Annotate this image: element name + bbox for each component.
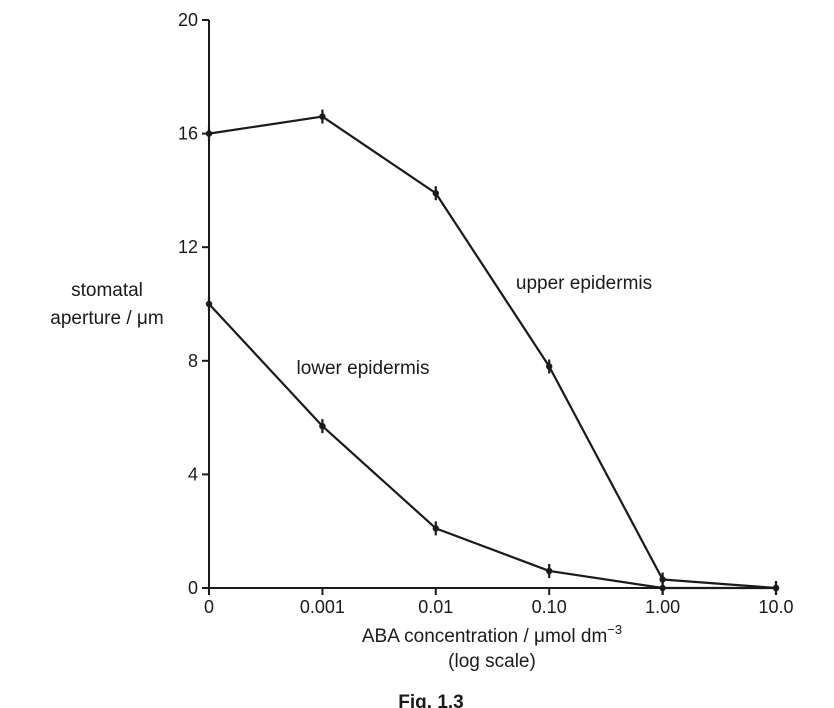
x-axis-label-main: ABA concentration / μmol dm xyxy=(362,626,607,647)
x-axis-label-superscript: −3 xyxy=(607,622,622,637)
x-axis-ticks: 0 0.001 0.01 0.10 1.00 10.0 xyxy=(204,588,794,617)
data-point-upper xyxy=(546,363,553,370)
y-tick-label: 12 xyxy=(178,237,198,257)
x-tick-label: 1.00 xyxy=(645,597,680,617)
y-tick-label: 4 xyxy=(188,464,198,484)
series-line-upper xyxy=(208,115,777,590)
y-axis-label-line1: stomatal xyxy=(71,280,143,301)
series-layer xyxy=(205,109,780,595)
x-axis-label-note: (log scale) xyxy=(448,651,536,672)
y-tick-label: 8 xyxy=(188,351,198,371)
y-tick-label: 0 xyxy=(188,578,198,598)
y-axis-ticks: 0 4 8 12 16 20 xyxy=(178,10,209,598)
x-tick-label: 0.10 xyxy=(532,597,567,617)
series-line-lower xyxy=(208,303,776,590)
data-point-lower xyxy=(432,525,439,532)
figure-caption: Fig. 1.3 xyxy=(398,692,463,708)
x-tick-label: 10.0 xyxy=(758,597,793,617)
series-label-upper: upper epidermis xyxy=(516,273,652,294)
x-tick-label: 0 xyxy=(204,597,214,617)
x-tick-label: 0.01 xyxy=(418,597,453,617)
x-axis-label: ABA concentration / μmol dm−3 xyxy=(362,622,622,647)
data-point-upper xyxy=(659,576,666,583)
data-point-lower xyxy=(546,567,553,575)
data-point-upper xyxy=(432,190,439,197)
y-tick-label: 16 xyxy=(178,124,198,144)
data-point-lower xyxy=(205,300,213,308)
series-label-lower: lower epidermis xyxy=(296,358,429,379)
x-tick-label: 0.001 xyxy=(300,597,345,617)
data-point-lower xyxy=(659,584,666,592)
data-point-lower xyxy=(319,422,326,430)
y-axis-label-line2: aperture / μm xyxy=(50,308,163,329)
data-point-upper xyxy=(319,113,326,120)
data-point-upper xyxy=(205,130,213,137)
data-point-lower xyxy=(772,584,780,592)
axes xyxy=(208,20,776,589)
y-tick-label: 20 xyxy=(178,10,198,30)
